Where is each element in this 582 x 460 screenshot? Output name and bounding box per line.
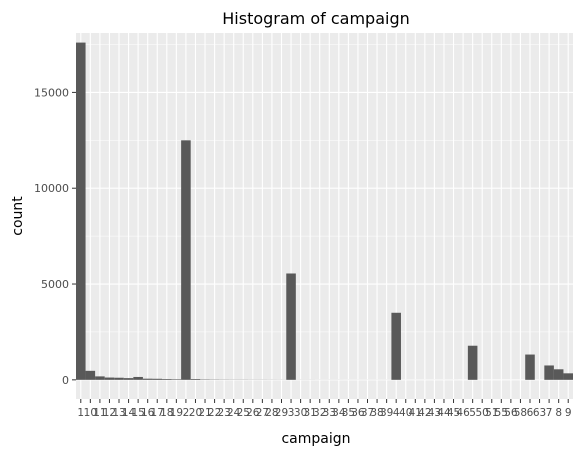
bar-12 (105, 378, 115, 380)
y-tick-label: 0 (62, 374, 69, 387)
bar-18 (162, 379, 172, 380)
bar-15 (133, 377, 143, 380)
bar-1 (76, 43, 86, 380)
x-tick-label: 29 (275, 407, 288, 419)
bar-16 (143, 379, 153, 380)
bar-20 (191, 379, 201, 380)
bar-9 (563, 373, 573, 380)
bar-19 (172, 379, 182, 380)
x-tick-label: 63 (533, 407, 546, 419)
x-tick-label: 58 (514, 407, 527, 419)
y-axis-label: count (10, 196, 26, 236)
x-tick-label: 8 (555, 407, 562, 419)
bar-7 (544, 365, 554, 379)
bar-11 (95, 376, 105, 379)
bar-17 (152, 379, 162, 380)
bar-8 (554, 369, 564, 380)
y-tick-label: 15000 (34, 86, 69, 99)
y-tick-label: 5000 (41, 278, 69, 291)
x-axis-label: campaign (281, 431, 350, 447)
x-tick-label: 46 (456, 407, 470, 419)
y-axis: 0 5000 10000 15000 (34, 86, 76, 386)
chart-title: Histogram of campaign (222, 9, 409, 28)
bar-5 (468, 346, 478, 380)
x-tick-label: 19 (170, 407, 183, 419)
bar-10 (86, 371, 96, 380)
bar-4 (391, 313, 401, 380)
bar-2 (181, 140, 191, 380)
x-tick-label: 7 (546, 407, 553, 419)
chart-panel (76, 33, 573, 399)
x-tick-label: 39 (380, 407, 393, 419)
bar-3 (286, 273, 296, 379)
bar-14 (124, 378, 134, 380)
bar-13 (114, 378, 124, 380)
y-tick-label: 10000 (34, 182, 69, 195)
x-tick-label: 9 (565, 407, 572, 419)
bar-6 (525, 355, 535, 380)
